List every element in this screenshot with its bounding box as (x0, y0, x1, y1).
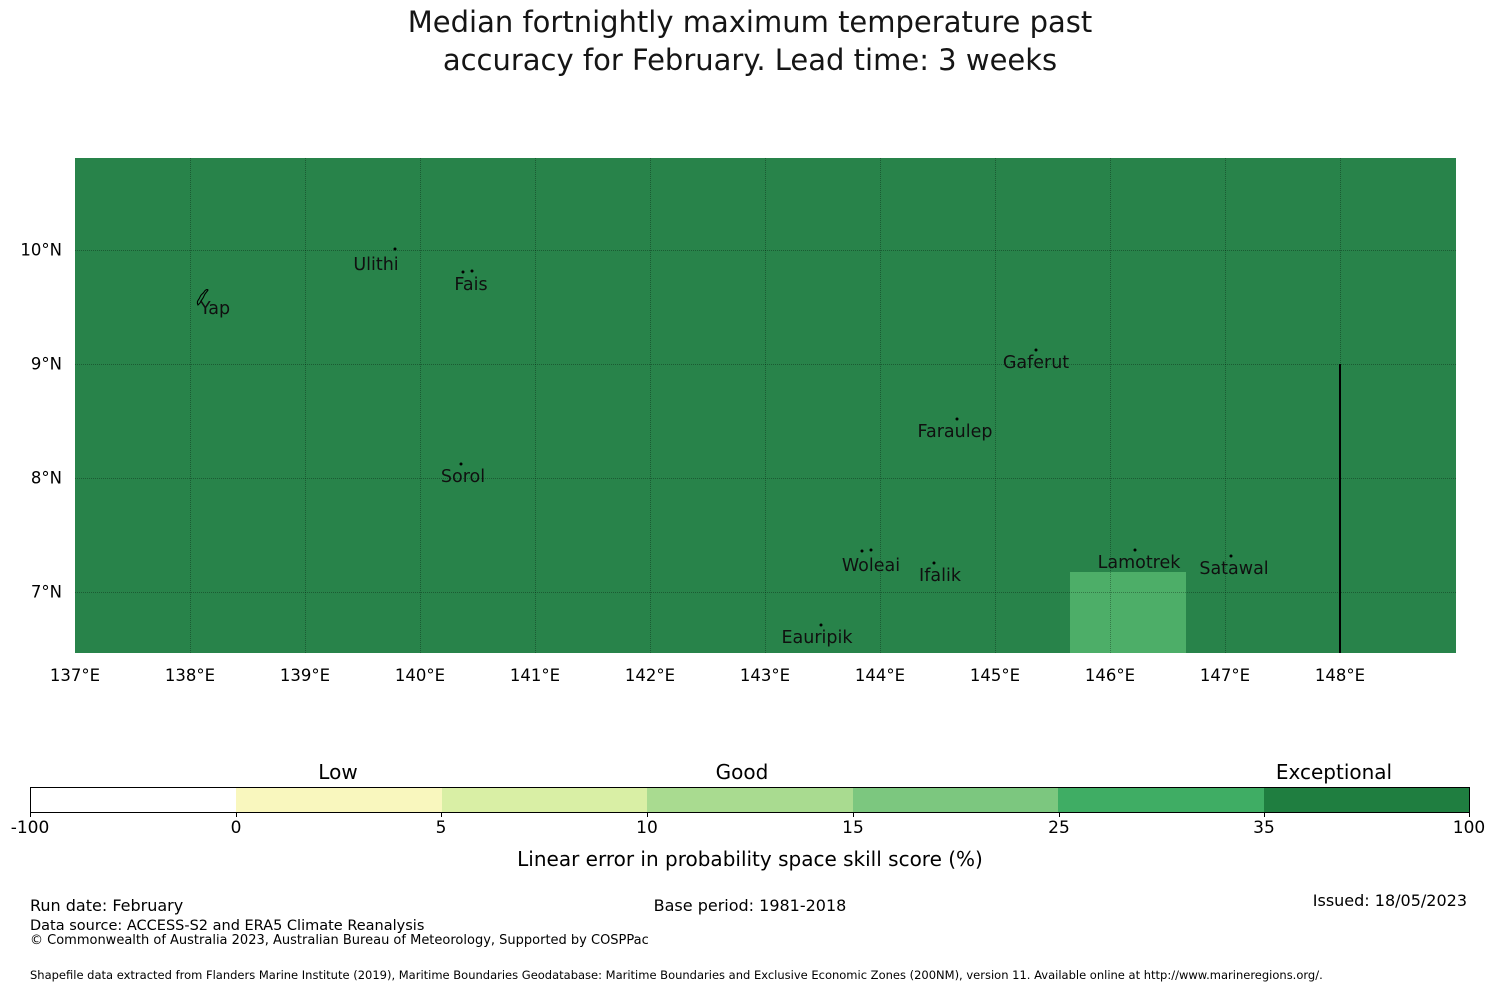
colorbar-category-label-good: Good (715, 760, 769, 784)
island-label-yap: Yap (199, 299, 231, 319)
colorbar-tick-label: 10 (636, 818, 658, 838)
x-tick-label: 138°E (164, 666, 216, 685)
island-label-woleai: Woleai (841, 556, 901, 576)
yap-island-outline-icon (196, 289, 209, 306)
island-label-sorol: Sorol (440, 467, 486, 487)
island-marker-dot (955, 417, 959, 421)
colorbar-tick-label: 100 (1452, 818, 1486, 838)
colorbar-segment (852, 788, 1059, 812)
island-marker-dot (819, 623, 823, 627)
island-label-faraulep: Faraulep (917, 422, 993, 442)
y-tick-label: 10°N (20, 240, 62, 260)
colorbar-segment (1058, 788, 1264, 812)
x-tick-label: 145°E (969, 666, 1021, 685)
x-tick-label: 144°E (854, 666, 906, 685)
grid-line-vertical (880, 158, 881, 653)
colorbar-tick-mark (441, 813, 442, 817)
grid-line-vertical (650, 158, 651, 653)
island-label-ulithi: Ulithi (353, 255, 399, 275)
colorbar-tick-label: 25 (1048, 818, 1070, 838)
skill-score-patch (1070, 572, 1186, 653)
y-tick-label: 9°N (30, 354, 62, 374)
colorbar-tick-mark (647, 813, 648, 817)
island-marker-dot (1034, 348, 1038, 352)
grid-line-horizontal (75, 364, 1456, 365)
island-label-eauripik: Eauripik (781, 628, 853, 648)
colorbar-tick-label: 0 (230, 818, 242, 838)
colorbar-segment (1263, 788, 1469, 812)
page-title-line2: accuracy for February. Lead time: 3 week… (442, 43, 1058, 77)
colorbar-tick-mark (30, 813, 31, 817)
colorbar-tick-mark (1469, 813, 1470, 817)
island-label-fais: Fais (454, 275, 488, 295)
x-tick-label: 148°E (1314, 666, 1366, 685)
copyright-text: © Commonwealth of Australia 2023, Austra… (30, 933, 649, 948)
colorbar-category-label-exceptional: Exceptional (1275, 760, 1393, 784)
colorbar-tick-label: 5 (435, 818, 447, 838)
island-marker-dot (932, 561, 936, 565)
colorbar-segment (441, 788, 648, 812)
colorbar-tick-mark (236, 813, 237, 817)
grid-line-horizontal (75, 592, 1456, 593)
colorbar-segment (236, 788, 442, 812)
colorbar (30, 787, 1470, 813)
run-date-text: Run date: February (30, 896, 184, 915)
y-tick-label: 8°N (30, 468, 62, 488)
island-marker-dot (860, 549, 864, 553)
island-label-satawal: Satawal (1199, 559, 1269, 579)
shapefile-note-text: Shapefile data extracted from Flanders M… (30, 968, 1323, 982)
x-tick-label: 146°E (1084, 666, 1136, 685)
island-label-gaferut: Gaferut (1002, 353, 1070, 373)
grid-line-vertical (190, 158, 191, 653)
island-label-ifalik: Ifalik (919, 566, 961, 586)
island-marker-dot (393, 247, 397, 251)
x-tick-label: 147°E (1199, 666, 1251, 685)
island-marker-dot (1133, 548, 1137, 552)
colorbar-tick-mark (1059, 813, 1060, 817)
grid-line-vertical (1110, 158, 1111, 653)
grid-line-vertical (995, 158, 996, 653)
map-area: Yap Ulithi Fais Sorol Gaferut Faraulep W… (75, 158, 1456, 653)
island-marker-dot (869, 548, 873, 552)
y-tick-label: 7°N (30, 582, 62, 602)
island-marker-dot (470, 269, 474, 273)
colorbar-segment (31, 788, 237, 812)
colorbar-tick-label: 15 (842, 818, 864, 838)
colorbar-tick-mark (1264, 813, 1265, 817)
island-marker-dot (1229, 554, 1233, 558)
grid-line-horizontal (75, 250, 1456, 251)
colorbar-axis-label: Linear error in probability space skill … (517, 847, 983, 871)
data-source-text: Data source: ACCESS-S2 and ERA5 Climate … (30, 918, 425, 934)
page-title: Median fortnightly maximum temperature p… (0, 3, 1500, 79)
island-marker-dot (459, 462, 463, 466)
colorbar-tick-label: 35 (1253, 818, 1275, 838)
issued-date-text: Issued: 18/05/2023 (1312, 891, 1467, 910)
island-label-lamotrek: Lamotrek (1097, 553, 1181, 573)
x-tick-label: 139°E (279, 666, 331, 685)
colorbar-category-label-low: Low (318, 760, 358, 784)
eez-boundary-line (1339, 364, 1341, 653)
x-tick-label: 140°E (394, 666, 446, 685)
page-title-line1: Median fortnightly maximum temperature p… (407, 5, 1093, 39)
grid-line-vertical (305, 158, 306, 653)
x-tick-label: 142°E (624, 666, 676, 685)
grid-line-vertical (1225, 158, 1226, 653)
colorbar-tick-mark (853, 813, 854, 817)
island-marker-dot (461, 270, 465, 274)
x-tick-label: 141°E (509, 666, 561, 685)
grid-line-vertical (765, 158, 766, 653)
x-tick-label: 143°E (739, 666, 791, 685)
colorbar-segment (647, 788, 853, 812)
x-tick-label: 137°E (49, 666, 101, 685)
grid-line-vertical (535, 158, 536, 653)
grid-line-horizontal (75, 478, 1456, 479)
colorbar-tick-label: -100 (10, 818, 50, 838)
grid-line-vertical (420, 158, 421, 653)
base-period-text: Base period: 1981-2018 (653, 896, 847, 915)
